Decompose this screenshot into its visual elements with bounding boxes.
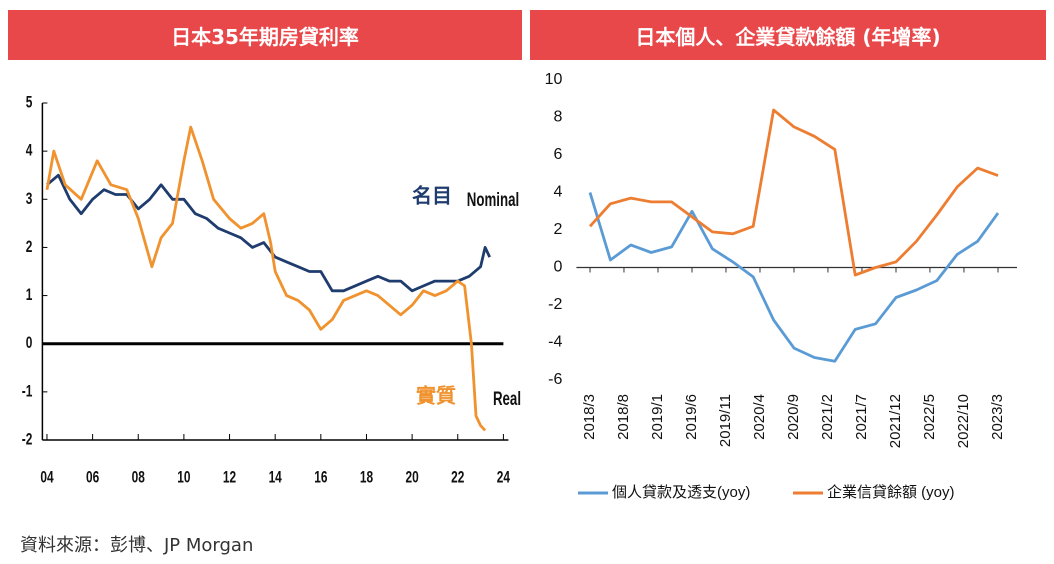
legend-label: 個人貸款及透支(yoy)	[612, 484, 750, 501]
chart-title: 日本個人、企業貸款餘額 (年增率)	[530, 10, 1046, 60]
y-tick-label: 5	[26, 94, 33, 113]
series-label-en: Nominal	[467, 190, 519, 211]
x-tick-label: 22	[451, 469, 464, 488]
y-tick-label: -6	[548, 371, 562, 388]
source-note: 資料來源：彭博、JP Morgan	[20, 535, 254, 556]
x-tick-label: 2023/3	[989, 394, 1006, 440]
y-tick-label: 0	[553, 259, 562, 276]
x-tick-label: 24	[497, 469, 511, 488]
x-tick-label: 06	[86, 469, 99, 488]
y-tick-label: -2	[22, 431, 33, 450]
series-label: 名目	[412, 183, 452, 207]
x-tick-label: 2020/9	[785, 394, 802, 440]
series-line	[588, 192, 1000, 363]
x-tick-label: 12	[223, 469, 236, 488]
y-tick-label: -1	[22, 382, 33, 401]
x-tick-label: 2021/12	[887, 394, 904, 448]
x-tick-label: 14	[269, 469, 283, 488]
x-tick-label: 04	[40, 469, 54, 488]
y-tick-label: 8	[553, 109, 562, 126]
x-tick-label: 20	[405, 469, 418, 488]
y-tick-label: 3	[26, 190, 33, 209]
y-tick-label: 0	[26, 334, 33, 353]
y-tick-label: 4	[26, 142, 33, 161]
x-tick-label: 2022/5	[921, 394, 938, 440]
series-label: 實質	[416, 383, 456, 407]
x-tick-label: 18	[360, 469, 373, 488]
x-tick-label: 2018/8	[615, 394, 632, 440]
chart-title: 日本35年期房貸利率	[8, 10, 522, 60]
y-tick-label: 10	[545, 71, 563, 88]
legend-label: 企業信貸餘額 (yoy)	[827, 483, 955, 501]
series-label-en: Real	[493, 389, 521, 410]
y-tick-label: -4	[548, 334, 562, 351]
series-line	[45, 125, 487, 432]
x-tick-label: 2022/10	[955, 394, 972, 448]
y-tick-label: 6	[553, 146, 562, 163]
x-tick-label: 2019/11	[717, 394, 734, 447]
y-tick-label: 4	[553, 184, 562, 201]
series-line	[46, 173, 491, 293]
x-tick-label: 2018/3	[581, 394, 598, 440]
series-line	[588, 108, 999, 277]
x-tick-label: 2021/7	[853, 394, 870, 440]
x-tick-label: 2021/2	[819, 394, 836, 440]
y-tick-label: 2	[553, 221, 562, 238]
x-tick-label: 2019/6	[683, 394, 700, 440]
x-tick-label: 10	[177, 469, 190, 488]
y-tick-label: 1	[26, 286, 33, 305]
x-tick-label: 2020/4	[751, 394, 768, 440]
y-tick-label: -2	[548, 296, 562, 313]
x-tick-label: 16	[314, 469, 327, 488]
x-tick-label: 2019/1	[649, 394, 666, 440]
x-tick-label: 08	[132, 469, 145, 488]
y-tick-label: 2	[26, 238, 33, 257]
